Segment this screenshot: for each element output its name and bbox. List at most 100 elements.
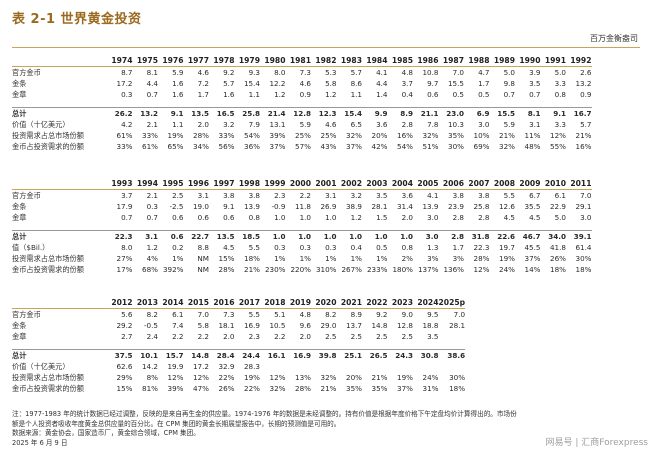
table-cell: 1.6 (172, 79, 184, 88)
row-label: 投资需求占总市场份额 (12, 131, 84, 140)
table-cell: 4.8 (299, 310, 311, 319)
table-cell: 19% (499, 254, 515, 263)
year-header: 1975 (132, 55, 158, 67)
table-cell: 9.1 (223, 202, 235, 211)
table-cell: 18% (575, 265, 592, 274)
table-cell: 9.6 (299, 321, 311, 330)
table-cell (260, 361, 286, 372)
year-header-row: 1993 1994 1995 1996 1997 1998 1999 2000 2001 2002… (12, 178, 592, 190)
table-row: 官方金币 5.6 8.2 6.1 7.0 7.3 5.5 5.1 4.8 8.2 8.9 9.2 9.0… (12, 309, 465, 321)
table-cell: 38.9 (345, 202, 362, 211)
table-cell: 25.8 (234, 107, 260, 119)
table-cell: 11% (524, 131, 541, 140)
table-cell: 0.3 (325, 243, 337, 252)
header-spacer (12, 55, 107, 67)
table-cell: 1.2 (146, 243, 158, 252)
table-row: 金条 17.9 0.3 -2.5 19.0 9.1 13.9 -0.9 11.8 26.9 38.9… (12, 201, 592, 212)
table-cell: 1.7 (197, 90, 209, 99)
table-cell: 19% (167, 131, 184, 140)
table-cell: 0.3 (299, 243, 311, 252)
table-row: 投资需求占总市场份额 27% 4% 1% NM 15% 18% 1% 1% 1% 1% 1% 2% 3% 3… (12, 253, 592, 264)
table-cell: 26.9 (320, 202, 337, 211)
table-cell: 4.4 (146, 79, 158, 88)
table-cell: 20% (371, 131, 388, 140)
year-header: 1982 (311, 55, 337, 67)
table-cell: 56% (218, 142, 235, 151)
table-cell (286, 361, 312, 372)
table-block-1993-2011: 1993 1994 1995 1996 1997 1998 1999 2000 2001 2002… (12, 178, 592, 275)
table-cell: 31.8 (464, 230, 490, 242)
year-header: 2004 (387, 178, 413, 190)
table-cell: 12% (269, 373, 286, 382)
table-cell: 10.3 (447, 120, 464, 129)
year-header: 1977 (183, 55, 209, 67)
table-cell: 1% (350, 254, 362, 263)
table-cell: 2.1 (146, 120, 158, 129)
table-cell: 17.2 (192, 362, 209, 371)
table-cell: 9.2 (223, 68, 235, 77)
table-cell: 136% (443, 265, 464, 274)
year-header: 1995 (158, 178, 184, 190)
table-cell: 10% (473, 131, 490, 140)
table-cell: 3.8 (223, 191, 235, 200)
table-cell: 8% (146, 373, 158, 382)
row-label: 值（$Bil.） (12, 243, 50, 252)
table-cell: 30% (449, 373, 466, 382)
table-cell: 24.3 (387, 349, 413, 361)
table-cell: 5.8 (197, 321, 209, 330)
table-row: 总计 26.2 13.2 9.1 13.5 16.5 25.8 21.4 12.8 12.3 15.… (12, 107, 592, 119)
table-cell: 1.1 (350, 90, 362, 99)
table-row: 金章 2.7 2.4 2.2 2.2 2.0 2.3 2.2 2.0 2.5 2.5 2.5 2.5 3.… (12, 331, 465, 342)
table-cell: 37% (269, 142, 286, 151)
table-row: 金币占投资需求的份额 17% 68% 392% NM 28% 21% 230% 220% 310%… (12, 264, 592, 275)
table-cell: 21% (371, 373, 388, 382)
table-cell: 13.9 (243, 202, 260, 211)
table-cell: 21.4 (260, 107, 286, 119)
table-cell: 29.0 (320, 321, 337, 330)
table-cell: 3.2 (350, 191, 362, 200)
table-cell: 16.1 (260, 349, 286, 361)
table-cell: 0.4 (350, 243, 362, 252)
footnote-line: 额是个人投资者吸收年度黄金总供应量的百分比。在 CPM 集团的黄金长期展望报告中… (12, 419, 341, 428)
table-cell: 13.9 (422, 202, 439, 211)
year-header: 2009 (515, 178, 541, 190)
table-cell: 30% (448, 142, 464, 151)
table-cell: 2.1 (146, 191, 158, 200)
table-cell: 21% (575, 131, 592, 140)
table-cell: -0.9 (271, 202, 286, 211)
year-header: 2007 (464, 178, 490, 190)
row-label: 官方金币 (12, 310, 41, 319)
year-header: 1986 (413, 55, 439, 67)
table-cell: 35.5 (524, 202, 541, 211)
table-cell: 1.0 (362, 230, 388, 242)
table-row: 投资需求占总市场份额 29% 8% 12% 12% 22% 19% 12% 13% 32% 20% 2… (12, 372, 465, 383)
table-cell: 2.3 (274, 191, 286, 200)
table-cell: 18% (449, 384, 466, 393)
year-header: 2014 (158, 297, 184, 309)
table-cell: 2.5 (172, 191, 184, 200)
table-cell: 5.7 (580, 120, 592, 129)
top-divider (12, 47, 640, 48)
table-cell: 9.0 (401, 310, 413, 319)
table-cell: 32% (499, 142, 515, 151)
table-cell: 22.7 (183, 230, 209, 242)
table-cell: 20% (346, 373, 362, 382)
table-cell: 0.3 (146, 202, 158, 211)
table-cell: 46.7 (515, 230, 541, 242)
table-cell: 37% (524, 254, 541, 263)
table-cell: 5.7 (223, 79, 235, 88)
table-cell: 7.0 (197, 310, 209, 319)
table-cell: 4% (146, 254, 158, 263)
table-cell: 18% (244, 254, 260, 263)
table-cell: 32% (422, 131, 439, 140)
table-row: 金条 17.2 4.4 1.6 7.2 5.7 15.4 12.2 4.6 5.8 8.6 4.4 3.… (12, 78, 592, 89)
table-cell: 1.2 (350, 213, 362, 222)
table-cell: 6.1 (172, 310, 184, 319)
table-cell: 7.2 (197, 79, 209, 88)
table-cell: 32% (346, 131, 362, 140)
table-cell: 28% (193, 131, 209, 140)
table-cell: 4.1 (376, 68, 388, 77)
table-cell: 3% (427, 254, 439, 263)
year-header: 1981 (285, 55, 311, 67)
table-cell: 39% (167, 384, 184, 393)
